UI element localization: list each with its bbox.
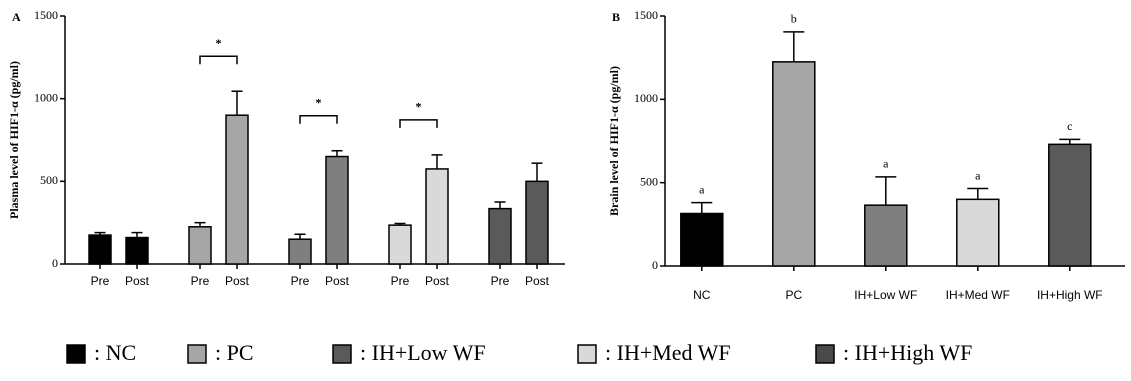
bar bbox=[325, 155, 349, 265]
group-letter: c bbox=[1067, 119, 1072, 133]
significance-bracket bbox=[199, 55, 238, 65]
legend-label: : IH+Med WF bbox=[605, 340, 731, 365]
legend-label: : IH+Low WF bbox=[360, 340, 486, 365]
bar bbox=[525, 180, 549, 265]
bar bbox=[188, 226, 212, 265]
x-tick-label: IH+Med WF bbox=[946, 288, 1010, 302]
bar bbox=[225, 114, 249, 265]
y-tick-label: 500 bbox=[40, 173, 58, 187]
x-tick-label: Post bbox=[225, 274, 250, 288]
x-tick-label: Pre bbox=[291, 274, 310, 288]
legend-swatch bbox=[815, 344, 835, 364]
bar bbox=[288, 238, 312, 265]
bar bbox=[772, 61, 816, 267]
x-tick-label: Pre bbox=[91, 274, 110, 288]
y-tick-label: 0 bbox=[52, 256, 58, 270]
x-tick-label: Post bbox=[325, 274, 350, 288]
bar bbox=[680, 212, 724, 267]
legend-swatch bbox=[66, 344, 86, 364]
x-tick-label: NC bbox=[693, 288, 711, 302]
bar bbox=[125, 236, 149, 265]
bar bbox=[1048, 143, 1092, 267]
legend-label: : PC bbox=[215, 340, 254, 365]
x-tick-label: IH+Low WF bbox=[854, 288, 917, 302]
y-tick-label: 500 bbox=[640, 174, 658, 188]
bar bbox=[425, 168, 449, 265]
y-tick-label: 1000 bbox=[634, 91, 658, 105]
x-tick-label: Pre bbox=[391, 274, 410, 288]
group-letter: a bbox=[883, 157, 889, 171]
group-letter: b bbox=[791, 12, 797, 26]
significance-label: * bbox=[316, 95, 322, 109]
x-tick-label: Pre bbox=[491, 274, 510, 288]
y-axis-label: Plasma level of HIF1-α (pg/ml) bbox=[7, 61, 21, 219]
group-letter: a bbox=[975, 168, 981, 182]
x-tick-label: Pre bbox=[191, 274, 210, 288]
significance-bracket bbox=[399, 119, 438, 128]
bar bbox=[388, 224, 412, 265]
x-tick-label: Post bbox=[525, 274, 550, 288]
y-axis-label: Brain level of HIF1-α (pg/ml) bbox=[607, 66, 621, 216]
y-tick-label: 0 bbox=[652, 258, 658, 272]
significance-label: * bbox=[416, 100, 422, 114]
legend-swatch bbox=[332, 344, 352, 364]
x-tick-label: PC bbox=[785, 288, 802, 302]
panel-label: B bbox=[612, 10, 620, 24]
y-tick-label: 1000 bbox=[34, 90, 58, 104]
significance-bracket bbox=[299, 114, 338, 124]
bar bbox=[88, 234, 112, 265]
x-tick-label: IH+High WF bbox=[1037, 288, 1103, 302]
y-tick-label: 1500 bbox=[634, 8, 658, 22]
panel-label: A bbox=[12, 10, 21, 24]
significance-label: * bbox=[216, 36, 222, 50]
legend-swatch bbox=[187, 344, 207, 364]
bar bbox=[488, 207, 512, 265]
x-tick-label: Post bbox=[125, 274, 150, 288]
group-letter: a bbox=[699, 182, 705, 196]
legend-label: : IH+High WF bbox=[843, 340, 972, 365]
legend-label: : NC bbox=[94, 340, 136, 365]
bar bbox=[956, 198, 1000, 267]
y-tick-label: 1500 bbox=[34, 8, 58, 22]
x-tick-label: Post bbox=[425, 274, 450, 288]
bar bbox=[864, 204, 908, 267]
legend-swatch bbox=[577, 344, 597, 364]
